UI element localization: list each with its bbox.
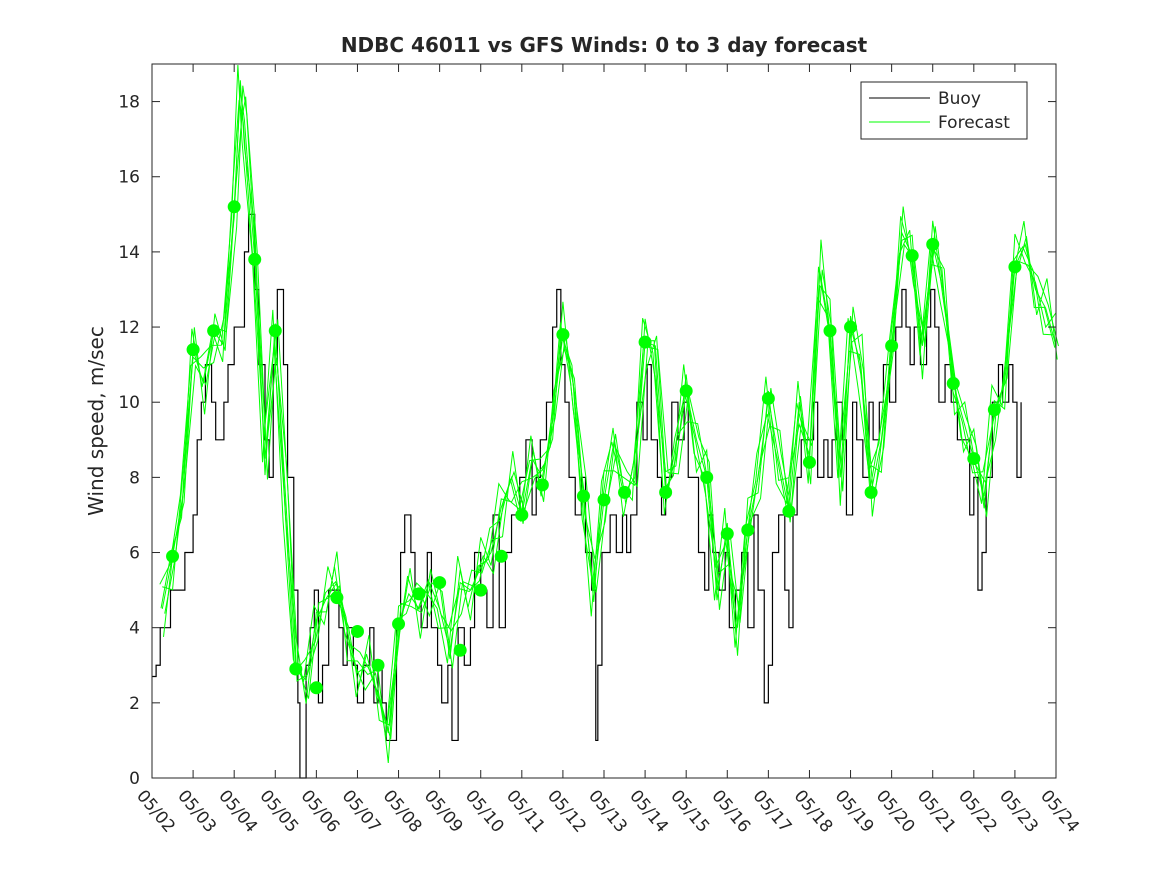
forecast-marker: [638, 335, 652, 349]
forecast-marker: [782, 504, 796, 518]
forecast-marker: [741, 523, 755, 537]
forecast-marker: [494, 549, 508, 563]
legend: Buoy Forecast: [860, 81, 1028, 140]
y-axis: 0 2 4 6 8 10 12 14 16 18: [118, 93, 1056, 789]
marker-layer: [166, 200, 1022, 695]
forecast-marker: [946, 376, 960, 390]
forecast-marker: [515, 508, 529, 522]
y-tick-label: 18: [118, 93, 140, 113]
y-tick-label: 0: [129, 769, 140, 789]
forecast-marker: [309, 681, 323, 695]
forecast-marker: [166, 549, 180, 563]
plot-area: [152, 64, 1056, 778]
forecast-marker: [474, 583, 488, 597]
forecast-marker: [556, 328, 570, 342]
forecast-marker: [720, 527, 734, 541]
y-tick-label: 14: [118, 243, 140, 263]
forecast-marker: [433, 576, 447, 590]
forecast-marker: [268, 324, 282, 338]
forecast-series-line: [163, 96, 1058, 726]
forecast-marker: [412, 587, 426, 601]
forecast-marker: [618, 485, 632, 499]
forecast-marker: [1008, 260, 1022, 274]
forecast-marker: [371, 658, 385, 672]
forecast-marker: [535, 478, 549, 492]
forecast-marker: [864, 485, 878, 499]
forecast-marker: [207, 324, 221, 338]
forecast-marker: [392, 617, 406, 631]
y-tick-label: 16: [118, 168, 140, 188]
legend-buoy-label: Buoy: [938, 89, 981, 109]
forecast-marker: [350, 624, 364, 638]
forecast-marker: [597, 493, 611, 507]
forecast-marker: [987, 403, 1001, 417]
forecast-marker: [761, 391, 775, 405]
forecast-marker: [330, 591, 344, 605]
y-axis-label: Wind speed, m/sec: [84, 326, 108, 516]
forecast-marker: [844, 320, 858, 334]
legend-forecast-label: Forecast: [938, 113, 1010, 133]
y-tick-label: 10: [118, 393, 140, 413]
forecast-marker: [926, 237, 940, 251]
forecast-marker: [659, 485, 673, 499]
forecast-marker: [905, 249, 919, 263]
forecast-marker: [679, 384, 693, 398]
legend-box: [860, 81, 1028, 140]
y-tick-label: 12: [118, 318, 140, 338]
forecast-marker: [186, 343, 200, 357]
forecast-marker: [576, 489, 590, 503]
forecast-marker: [289, 662, 303, 676]
forecast-marker: [967, 452, 981, 466]
forecast-marker: [885, 339, 899, 353]
y-tick-label: 6: [129, 544, 140, 564]
y-tick-label: 4: [129, 619, 140, 639]
forecast-marker: [700, 470, 714, 484]
y-tick-label: 2: [129, 694, 140, 714]
forecast-marker: [823, 324, 837, 338]
forecast-marker: [248, 252, 262, 266]
forecast-marker: [453, 643, 467, 657]
forecast-marker: [227, 200, 241, 214]
y-tick-label: 8: [129, 468, 140, 488]
chart-title: NDBC 46011 vs GFS Winds: 0 to 3 day fore…: [341, 33, 868, 57]
forecast-marker: [802, 455, 816, 469]
